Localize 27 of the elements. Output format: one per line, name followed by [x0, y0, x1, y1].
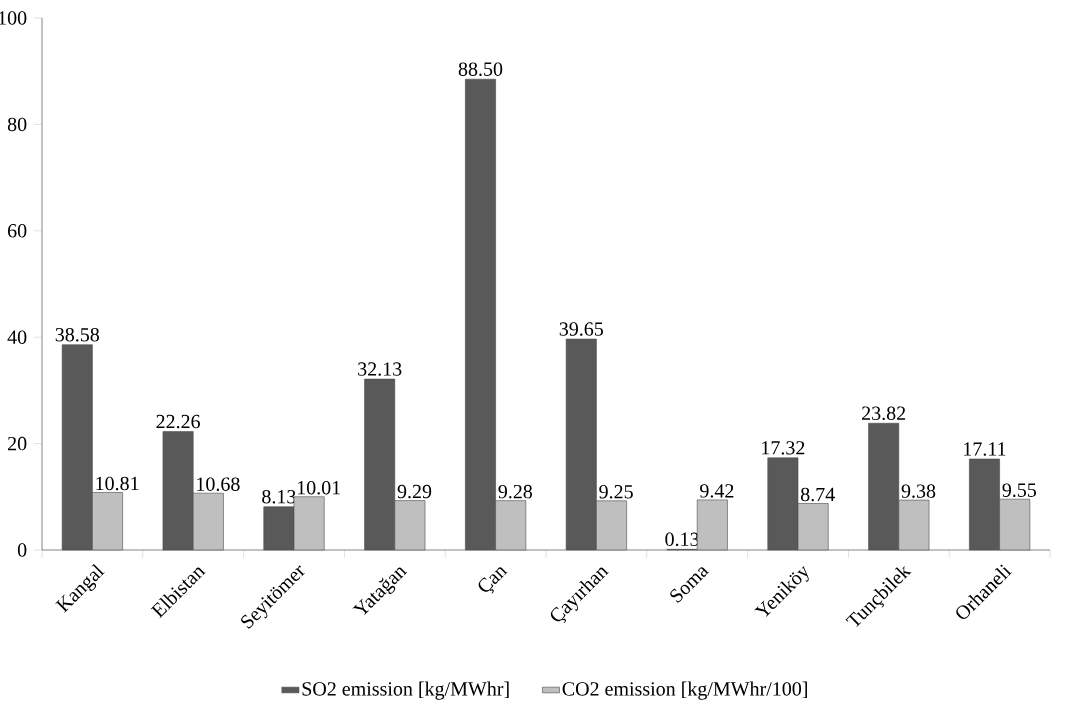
data-label: 17.11 — [964, 442, 1006, 456]
data-label: 9.28 — [498, 484, 533, 499]
data-label: 9.55 — [1002, 483, 1037, 497]
legend-label: CO2 emission [kg/MWhr/100] — [562, 681, 807, 700]
data-label: 22.26 — [156, 414, 200, 429]
y-tick-label: 40 — [7, 330, 27, 344]
data-label: 10.68 — [197, 477, 240, 491]
data-label: 9.38 — [901, 484, 936, 498]
data-label: 10.81 — [96, 476, 139, 491]
data-label: 9.25 — [599, 485, 633, 499]
data-label: 0.13 — [665, 532, 699, 547]
legend-label: SO2 emission [kg/MWhr] — [302, 681, 509, 700]
data-label: 23.82 — [862, 406, 906, 421]
data-label: 39.65 — [559, 322, 604, 336]
y-tick-label: 20 — [8, 436, 27, 451]
data-label: 9.29 — [397, 484, 432, 499]
data-label: 9.42 — [700, 484, 734, 498]
x-tick-label: Çan — [478, 567, 508, 594]
data-label: 38.58 — [55, 327, 100, 342]
data-label: 8.74 — [800, 487, 835, 502]
data-label: 88.50 — [458, 62, 503, 76]
data-label: 10.01 — [297, 480, 340, 495]
y-tick-label: 80 — [7, 117, 27, 132]
data-label: 17.32 — [762, 441, 805, 455]
data-label: 32.13 — [358, 362, 402, 376]
y-tick-label: 60 — [8, 224, 27, 238]
y-tick-label: 0 — [17, 543, 27, 557]
